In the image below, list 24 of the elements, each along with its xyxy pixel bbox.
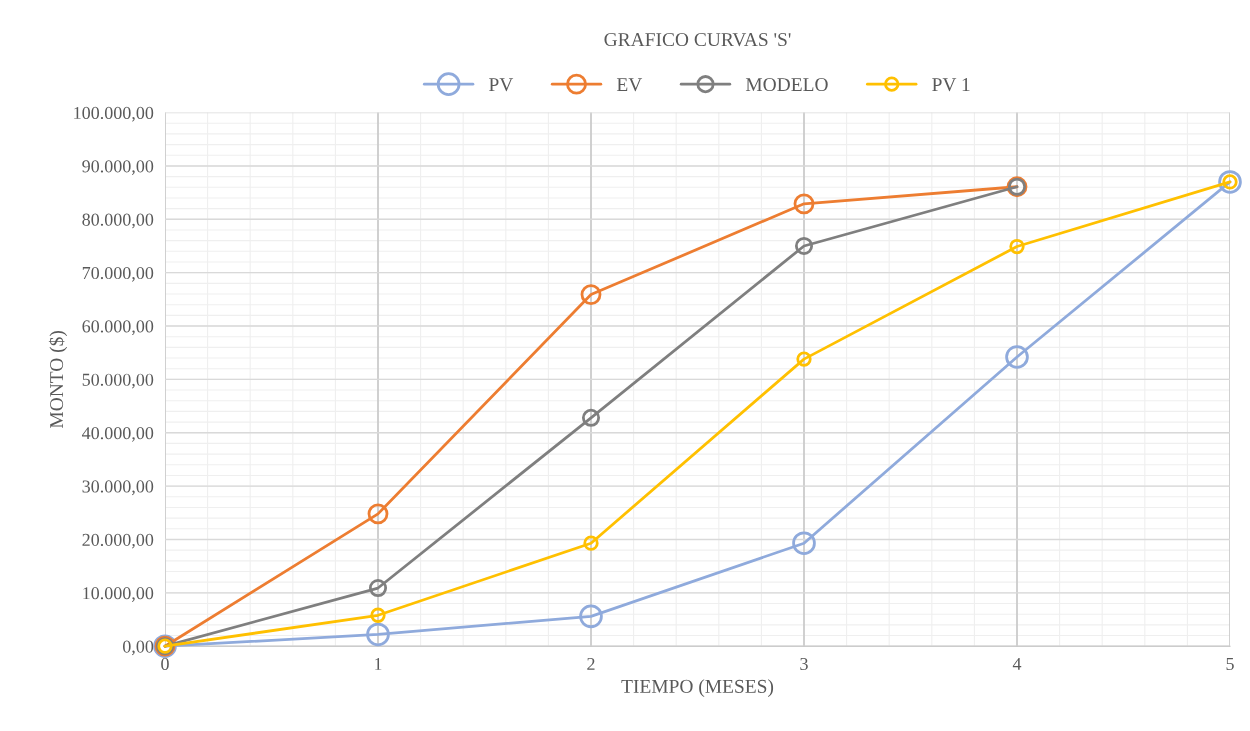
x-tick-label: 0 <box>161 657 169 671</box>
y-tick-label: 40.000,00 <box>82 427 154 442</box>
chart-title: GRAFICO CURVAS 'S' <box>604 33 791 47</box>
y-tick-label: 20.000,00 <box>82 533 154 549</box>
x-tick-label: 4 <box>1012 657 1022 670</box>
y-axis-title: MONTO ($) <box>48 331 68 429</box>
legend-label: PV 1 <box>932 78 970 92</box>
y-tick-label: 90.000,00 <box>82 160 154 175</box>
y-tick-label: 80.000,00 <box>82 213 154 229</box>
x-axis-title: TIEMPO (MESES) <box>621 679 774 697</box>
legend-label: PV <box>489 78 514 92</box>
y-tick-label: 30.000,00 <box>82 480 154 496</box>
x-tick-label: 3 <box>800 657 808 671</box>
y-tick-label: 60.000,00 <box>82 320 154 336</box>
y-tick-label: 50.000,00 <box>82 373 154 389</box>
x-tick-label: 1 <box>375 657 382 670</box>
legend-label: MODELO <box>745 78 828 92</box>
y-tick-label: 70.000,00 <box>82 266 154 282</box>
x-tick-label: 2 <box>587 657 595 670</box>
legend-label: EV <box>616 78 643 92</box>
x-tick-label: 5 <box>1226 658 1234 671</box>
y-tick-label: 0,00 <box>122 640 154 656</box>
y-tick-label: 100.000,00 <box>74 106 154 122</box>
y-tick-label: 10.000,00 <box>83 587 154 602</box>
